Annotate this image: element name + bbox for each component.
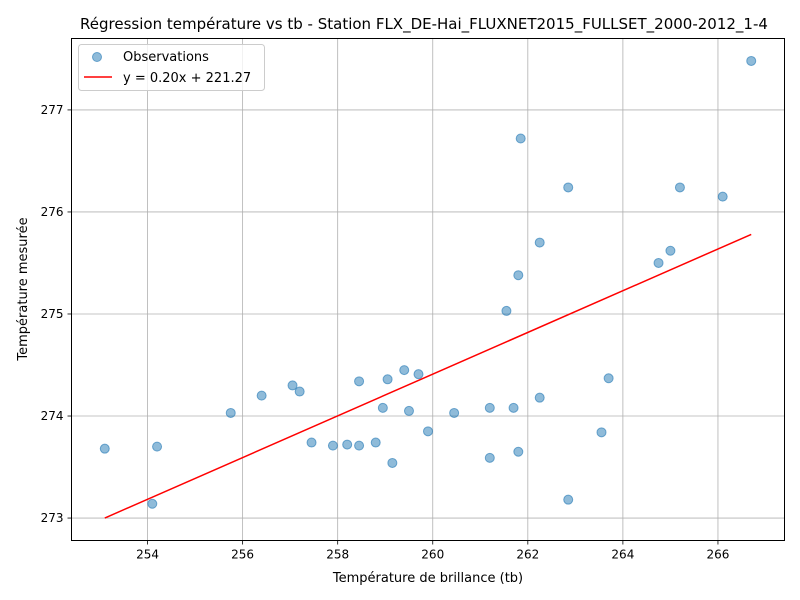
scatter-point [306, 437, 317, 448]
legend-label-regression: y = 0.20x + 221.27 [123, 71, 251, 86]
scatter-point [256, 390, 267, 401]
scatter-point [665, 245, 676, 256]
x-tick-label: 260 [421, 548, 444, 562]
legend-label-observations: Observations [123, 50, 209, 65]
y-tick-label: 276 [41, 205, 64, 219]
scatter-point [717, 191, 728, 202]
scatter-point [294, 386, 305, 397]
scatter-point [403, 405, 414, 416]
y-tick-label: 273 [41, 511, 64, 525]
scatter-point [99, 443, 110, 454]
scatter-point [596, 427, 607, 438]
scatter-points-layer [99, 55, 757, 509]
y-tick-label: 274 [41, 409, 64, 423]
grid-lines [71, 38, 785, 541]
scatter-point [653, 257, 664, 268]
x-tick-label: 254 [136, 548, 159, 562]
scatter-point [484, 402, 495, 413]
regression-line [104, 233, 752, 519]
legend-marker-observations [92, 52, 102, 62]
y-axis-label: Température mesurée [16, 217, 31, 361]
scatter-point [382, 374, 393, 385]
scatter-point [413, 369, 424, 380]
scatter-point [399, 365, 410, 376]
scatter-point [342, 439, 353, 450]
scatter-point [423, 426, 433, 437]
scatter-point [225, 407, 236, 418]
scatter-point [534, 392, 545, 403]
scatter-point [152, 441, 163, 452]
regression-line-layer [104, 233, 752, 519]
scatter-point [508, 402, 519, 413]
scatter-point [513, 446, 524, 457]
x-tick-label: 266 [707, 548, 730, 562]
x-tick-label: 262 [516, 548, 539, 562]
legend: Observations y = 0.20x + 221.27 [78, 44, 265, 91]
scatter-point [377, 402, 388, 413]
x-axis-label: Température de brillance (tb) [332, 571, 523, 586]
x-axis-ticks: 254 256 258 260 262 264 266 [136, 540, 730, 562]
scatter-point [563, 494, 574, 505]
scatter-point [603, 373, 614, 384]
scatter-point [387, 457, 398, 468]
scatter-point [746, 55, 757, 66]
scatter-point [501, 305, 512, 316]
x-tick-label: 258 [326, 548, 349, 562]
chart-title: Régression température vs tb - Station F… [80, 15, 768, 34]
scatter-point [287, 380, 298, 391]
scatter-point [515, 133, 526, 144]
scatter-point [513, 270, 524, 281]
y-tick-label: 275 [41, 307, 64, 321]
x-tick-label: 256 [231, 548, 254, 562]
scatter-point [563, 182, 574, 193]
scatter-point [449, 407, 460, 418]
legend-box [78, 44, 265, 91]
scatter-point [147, 498, 158, 509]
scatter-point [370, 437, 381, 448]
scatter-point [484, 452, 495, 463]
scatter-point [534, 237, 545, 248]
y-axis-ticks: 273 274 275 276 277 [41, 103, 72, 525]
scatter-point [354, 376, 365, 387]
scatter-point [674, 182, 685, 193]
plot-frame [71, 38, 785, 541]
scatter-point [327, 440, 338, 451]
scatter-point [354, 440, 365, 451]
x-tick-label: 264 [611, 548, 634, 562]
y-tick-label: 277 [41, 103, 64, 117]
